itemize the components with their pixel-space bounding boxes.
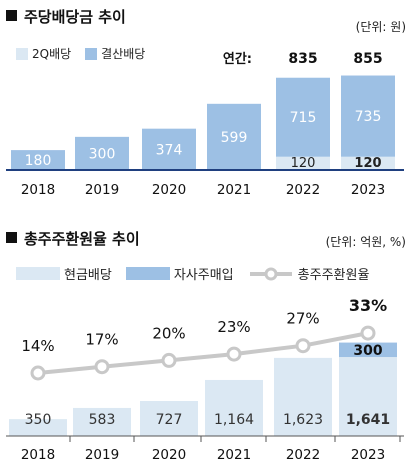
x-tick-2020: 2020 (152, 447, 186, 463)
shareholder-return-chart: 350 2018 583 2019 727 2020 1,164 2021 1,623 2022 1… (6, 296, 404, 463)
bar-final-label-2018: 180 (25, 153, 52, 169)
rate-label-2019: 17% (85, 331, 118, 349)
legend-line-icon (249, 267, 292, 280)
bar-cash-2023 (339, 357, 397, 436)
x-tick-2022: 2022 (286, 447, 320, 463)
title-square-icon (6, 10, 17, 21)
legend-item-rate: 총주주환원율 (248, 264, 370, 283)
rate-label-2021: 23% (217, 318, 250, 336)
rate-line (37, 331, 369, 375)
bar-final-2023 (341, 75, 395, 157)
legend-item-final: 결산배당 (85, 45, 145, 62)
legend-label-final: 결산배당 (101, 47, 146, 61)
bar-cash-2022 (274, 357, 332, 436)
bar-final-2019 (75, 136, 129, 170)
chart2-title-text: 총주주환원율 추이 (24, 230, 140, 248)
bar-final-label-2021: 599 (221, 130, 248, 146)
rate-point-2019 (94, 359, 110, 375)
x-tick-2019: 2019 (85, 447, 119, 463)
x-tick-2021: 2021 (217, 447, 251, 463)
chart1-legend: 2Q배당 결산배당 (16, 45, 159, 62)
bar-2q-label-2023: 120 (354, 156, 381, 171)
chart1-title: 주당배당금 추이 (6, 6, 126, 27)
chart1-title-text: 주당배당금 추이 (24, 8, 126, 26)
bar-cash-2021 (205, 379, 263, 436)
legend-label-rate: 총주주환원율 (297, 268, 370, 283)
bar-cash-label-2023: 1,641 (346, 412, 390, 428)
bar-cash-label-2022: 1,623 (283, 412, 323, 428)
legend-label-cash: 현금배당 (64, 268, 112, 283)
bar-2q-label-2022: 120 (291, 156, 316, 171)
bar-cash-label-2019: 583 (89, 412, 116, 428)
rate-label-2022: 27% (286, 310, 319, 328)
bar-2q-2023 (341, 156, 395, 170)
legend-item-buyback: 자사주매입 (125, 264, 234, 283)
annual-total-2023: 855 (353, 51, 382, 67)
legend-swatch-buyback (125, 267, 170, 280)
x-tick-2023: 2023 (351, 182, 385, 198)
bar-cash-label-2021: 1,164 (214, 412, 254, 428)
rate-label-2023: 33% (349, 296, 387, 315)
legend-label-2q: 2Q배당 (32, 47, 72, 61)
x-tick-2019: 2019 (85, 182, 119, 198)
dividend-chart: 180 2018 300 2019 374 2020 599 2021 120 715 835 202… (6, 51, 404, 198)
x-tick-2023: 2023 (351, 447, 385, 463)
bar-final-2018 (11, 150, 65, 170)
bar-final-2021 (207, 103, 261, 170)
bar-final-2022 (276, 77, 330, 157)
legend-item-cash: 현금배당 (16, 264, 112, 283)
legend-item-2q: 2Q배당 (16, 45, 71, 62)
annual-total-2022: 835 (288, 51, 317, 67)
bar-final-label-2019: 300 (89, 146, 116, 162)
rate-point-2020 (161, 352, 177, 368)
bar-buyback-2023 (339, 342, 397, 358)
x-tick-2021: 2021 (217, 182, 251, 198)
x-tick-2020: 2020 (152, 182, 186, 198)
bar-cash-label-2020: 727 (156, 412, 183, 428)
title-square-icon (6, 232, 17, 243)
bar-final-label-2023: 735 (355, 109, 382, 125)
bar-2q-2022 (276, 156, 330, 170)
rate-point-2018 (30, 365, 46, 381)
chart2-title: 총주주환원율 추이 (6, 228, 140, 249)
chart1-unit: (단위: 원) (355, 20, 406, 34)
rate-label-2020: 20% (152, 324, 185, 342)
x-tick-2018: 2018 (21, 182, 55, 198)
x-tick-2018: 2018 (21, 447, 55, 463)
legend-label-buyback: 자사주매입 (173, 268, 234, 283)
bar-cash-2020 (140, 401, 198, 436)
rate-point-2022 (295, 338, 311, 354)
rate-label-2018: 14% (21, 337, 54, 355)
annual-label: 연간: (223, 51, 252, 67)
bar-final-label-2020: 374 (156, 142, 183, 158)
chart2-unit: (단위: 억원, %) (325, 235, 406, 249)
legend-swatch-final (85, 47, 98, 60)
legend-swatch-2q (16, 47, 28, 60)
bar-final-label-2022: 715 (290, 110, 317, 126)
rate-point-2023 (360, 325, 376, 341)
bar-cash-2018 (9, 419, 67, 436)
bar-cash-2019 (73, 407, 131, 436)
bar-buyback-label-2023: 300 (353, 343, 382, 359)
chart2-legend: 현금배당 자사주매입 총주주환원율 (16, 264, 383, 283)
bar-final-2020 (142, 128, 196, 170)
bar-cash-label-2018: 350 (25, 412, 52, 428)
rate-point-2021 (226, 346, 242, 362)
legend-swatch-cash (16, 267, 60, 280)
x-tick-2022: 2022 (286, 182, 320, 198)
